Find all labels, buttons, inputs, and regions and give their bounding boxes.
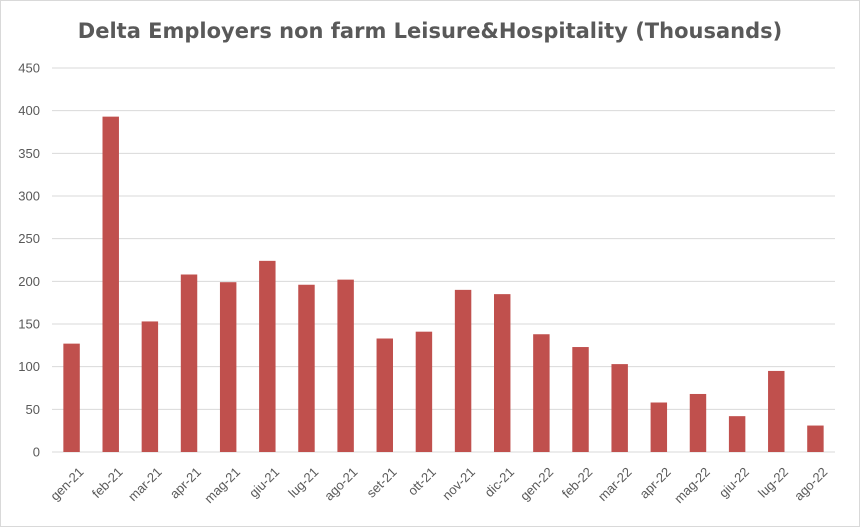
x-tick-label: mar-21 — [125, 464, 165, 504]
bar-dic-21 — [494, 294, 511, 452]
x-tick-label: nov-21 — [439, 464, 478, 503]
y-tick-label: 450 — [18, 61, 40, 76]
x-tick-label: giu-21 — [246, 464, 282, 500]
x-tick-label: ago-22 — [791, 464, 830, 503]
bar-mar-21 — [141, 321, 159, 452]
bar-gen-21 — [63, 343, 80, 452]
bar-mag-21 — [219, 282, 237, 452]
x-tick-label: set-21 — [364, 464, 400, 500]
x-tick-label: feb-22 — [559, 464, 596, 501]
bar-lug-22 — [768, 370, 785, 452]
y-tick-label: 400 — [18, 103, 40, 118]
bar-mag-22 — [689, 393, 707, 452]
bar-ago-21 — [337, 279, 354, 452]
x-tick-label: gen-22 — [517, 464, 556, 503]
bar-apr-22 — [650, 402, 668, 452]
x-tick-label: giu-22 — [716, 464, 752, 500]
x-tick-label: lug-21 — [285, 464, 321, 500]
gridlines — [52, 67, 835, 453]
x-tick-label: mag-21 — [201, 464, 243, 506]
x-tick-label: ago-21 — [321, 464, 360, 503]
bar-giu-22 — [728, 416, 746, 452]
x-tick-label: mar-22 — [595, 464, 635, 504]
y-tick-label: 0 — [33, 445, 40, 460]
bar-ott-21 — [415, 331, 433, 452]
x-tick-label: ott-21 — [405, 464, 439, 498]
y-tick-label: 200 — [18, 274, 40, 289]
chart-title: Delta Employers non farm Leisure&Hospita… — [77, 19, 783, 43]
bar-set-21 — [376, 338, 393, 452]
bar-giu-21 — [259, 260, 276, 452]
x-tick-label: mag-22 — [671, 464, 713, 506]
bar-mar-22 — [611, 364, 628, 452]
bar-feb-21 — [102, 116, 119, 452]
y-axis-labels: 0 50 100 150 200 250 300 350 400 450 — [18, 61, 40, 460]
bar-gen-22 — [533, 334, 550, 452]
x-tick-label: apr-21 — [167, 464, 204, 501]
y-tick-label: 100 — [18, 359, 40, 374]
x-tick-label: apr-22 — [637, 464, 674, 501]
bar-nov-21 — [454, 289, 472, 452]
y-tick-label: 150 — [18, 317, 40, 332]
bar-apr-21 — [180, 274, 198, 452]
x-tick-label: feb-21 — [89, 464, 126, 501]
y-tick-label: 350 — [18, 146, 40, 161]
y-tick-label: 300 — [18, 189, 40, 204]
bar-feb-22 — [572, 347, 589, 452]
y-tick-label: 50 — [26, 402, 40, 417]
x-tick-label: gen-21 — [47, 464, 86, 503]
bar-lug-21 — [298, 284, 315, 452]
y-tick-label: 250 — [18, 231, 40, 246]
bar-ago-22 — [807, 425, 824, 452]
bars — [63, 116, 824, 452]
x-tick-label: dic-21 — [481, 464, 517, 500]
x-tick-label: lug-22 — [755, 464, 791, 500]
